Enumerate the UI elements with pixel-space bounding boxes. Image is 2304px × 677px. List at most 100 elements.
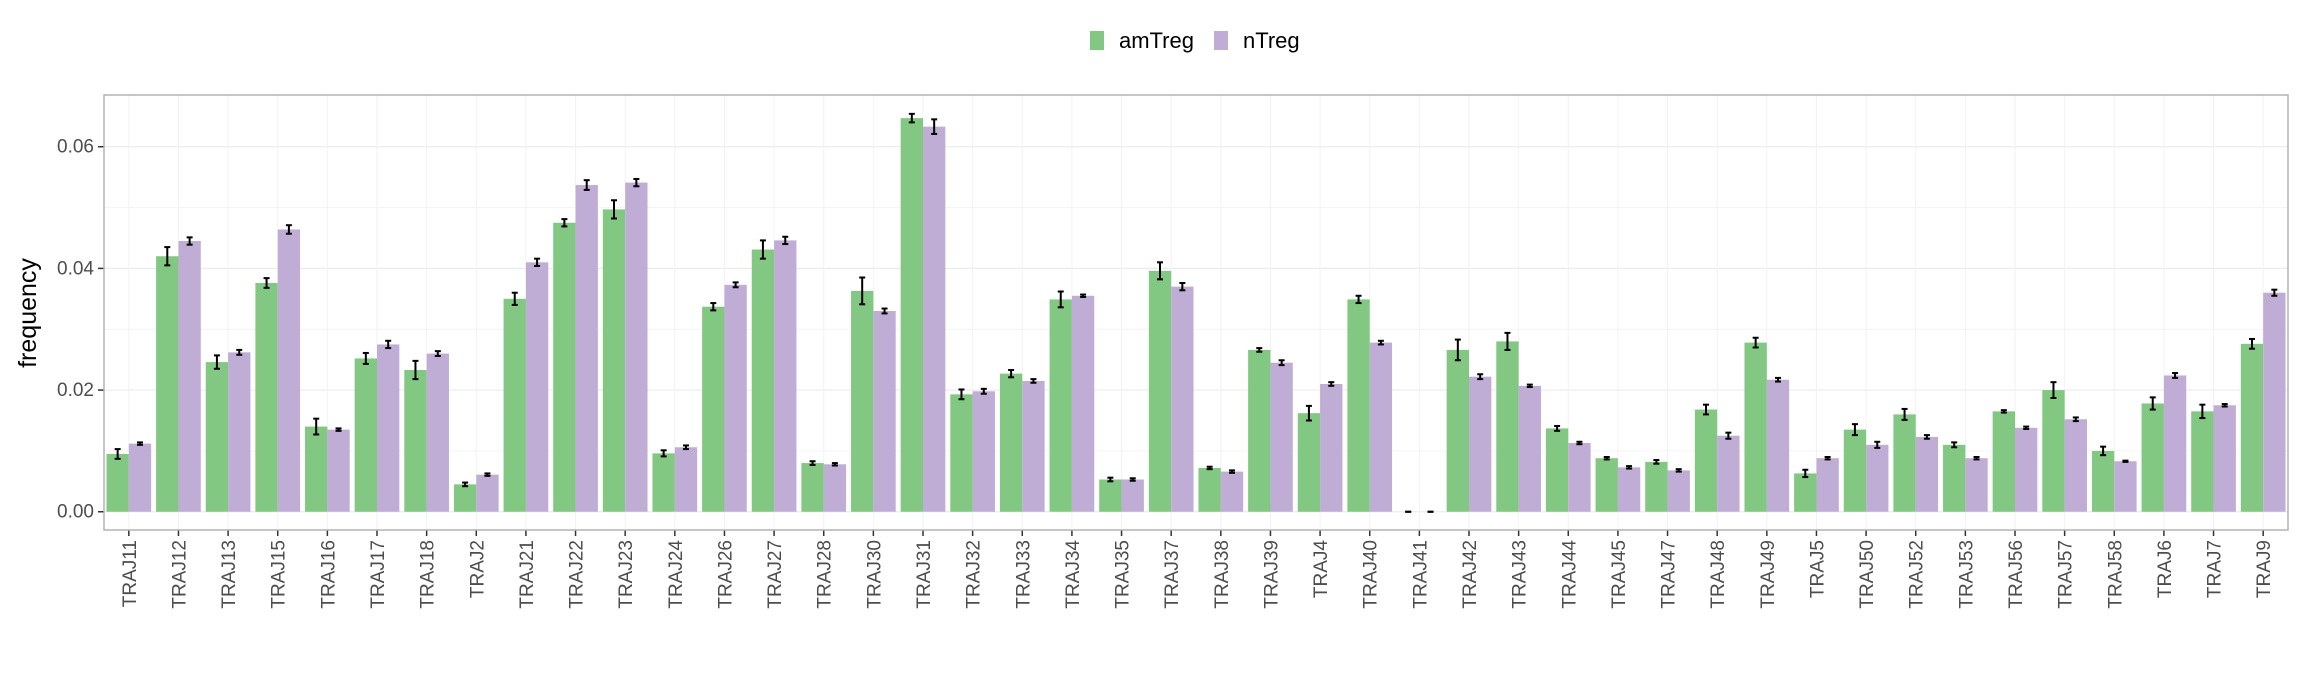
x-tick-label: TRAJ50 xyxy=(1857,540,1878,609)
bar-amTreg-TRAJ16 xyxy=(305,426,328,512)
bar-nTreg-TRAJ48 xyxy=(1717,435,1740,512)
x-tick-label: TRAJ37 xyxy=(1162,540,1183,609)
bar-nTreg-TRAJ21 xyxy=(525,262,549,512)
x-tick-label: TRAJ11 xyxy=(120,540,141,607)
error-bar-nTreg-TRAJ33 xyxy=(1030,378,1037,384)
error-bar-nTreg-TRAJ39 xyxy=(1278,359,1285,367)
error-bar-nTreg-TRAJ49 xyxy=(1774,376,1781,383)
error-bar-amTreg-TRAJ42 xyxy=(1454,338,1461,362)
bar-nTreg-TRAJ9 xyxy=(2263,292,2286,512)
x-tick-label: TRAJ9 xyxy=(2254,540,2275,598)
error-bar-nTreg-TRAJ7 xyxy=(2221,403,2228,408)
error-bar-amTreg-TRAJ58 xyxy=(2100,445,2107,457)
error-bar-nTreg-TRAJ4 xyxy=(1328,381,1335,387)
error-bar-nTreg-TRAJ43 xyxy=(1526,383,1533,389)
error-bar-amTreg-TRAJ40 xyxy=(1355,294,1362,305)
error-bar-nTreg-TRAJ22 xyxy=(583,179,590,191)
x-tick-label: TRAJ33 xyxy=(1013,540,1034,609)
x-tick-label: TRAJ12 xyxy=(169,540,190,609)
error-bar-nTreg-TRAJ37 xyxy=(1179,281,1186,292)
y-tick-label: 0.02 xyxy=(57,380,94,401)
bar-nTreg-TRAJ33 xyxy=(1022,380,1045,512)
error-bar-nTreg-TRAJ50 xyxy=(1874,440,1881,449)
x-tick-label: TRAJ41 xyxy=(1410,540,1431,609)
bar-nTreg-TRAJ23 xyxy=(625,182,648,512)
error-bar-amTreg-TRAJ39 xyxy=(1256,347,1263,353)
bar-nTreg-TRAJ42 xyxy=(1469,376,1492,512)
bar-amTreg-TRAJ45 xyxy=(1595,458,1618,512)
bar-nTreg-TRAJ56 xyxy=(2015,427,2038,512)
error-bar-nTreg-TRAJ40 xyxy=(1377,339,1384,346)
error-bar-nTreg-TRAJ17 xyxy=(385,339,392,350)
y-tick-label: 0.00 xyxy=(57,502,94,523)
bar-amTreg-TRAJ44 xyxy=(1545,428,1569,512)
x-tick-label: TRAJ6 xyxy=(2155,540,2176,598)
bar-amTreg-TRAJ57 xyxy=(2042,390,2065,512)
x-tick-label: TRAJ15 xyxy=(269,540,290,609)
x-tick-label: TRAJ40 xyxy=(1361,540,1382,609)
bar-amTreg-TRAJ56 xyxy=(1992,411,2015,512)
bar-amTreg-TRAJ39 xyxy=(1248,349,1271,512)
bar-amTreg-TRAJ15 xyxy=(255,282,278,512)
error-bar-amTreg-TRAJ38 xyxy=(1206,465,1213,471)
bar-amTreg-TRAJ2 xyxy=(453,484,477,512)
error-bar-nTreg-TRAJ18 xyxy=(434,350,441,357)
y-axis: 0.00 0.02 0.04 0.06 xyxy=(57,137,104,523)
bar-amTreg-TRAJ32 xyxy=(950,394,973,512)
bar-nTreg-TRAJ40 xyxy=(1369,342,1393,512)
bar-nTreg-TRAJ12 xyxy=(178,241,201,512)
bar-amTreg-TRAJ23 xyxy=(602,209,626,512)
x-axis: TRAJ11 TRAJ12 TRAJ13 TRAJ15 TRAJ16 TRAJ17 TRAJ… xyxy=(120,530,2275,609)
error-bar-amTreg-TRAJ6 xyxy=(2149,396,2156,411)
legend-item-nTreg: nTreg xyxy=(1214,28,1300,53)
error-bar-amTreg-TRAJ28 xyxy=(809,460,816,466)
x-tick-label: TRAJ44 xyxy=(1559,540,1580,609)
x-tick-label: TRAJ49 xyxy=(1758,540,1779,609)
error-bar-nTreg-TRAJ45 xyxy=(1626,465,1633,470)
error-bar-nTreg-TRAJ9 xyxy=(2271,288,2278,297)
bar-amTreg-TRAJ9 xyxy=(2240,343,2264,512)
bar-amTreg-TRAJ48 xyxy=(1694,409,1718,512)
bar-amTreg-TRAJ52 xyxy=(1893,414,1916,512)
bar-amTreg-TRAJ58 xyxy=(2091,450,2115,512)
legend-swatch xyxy=(1214,31,1228,50)
error-bar-nTreg-TRAJ13 xyxy=(236,348,243,356)
bar-amTreg-TRAJ34 xyxy=(1049,299,1072,512)
bar-nTreg-TRAJ57 xyxy=(2064,419,2087,512)
bar-nTreg-TRAJ15 xyxy=(277,229,301,512)
bar-amTreg-TRAJ49 xyxy=(1744,342,1767,512)
error-bar-amTreg-TRAJ32 xyxy=(958,388,965,401)
bar-nTreg-TRAJ26 xyxy=(724,284,747,512)
error-bar-nTreg-TRAJ16 xyxy=(335,427,342,432)
bar-nTreg-TRAJ31 xyxy=(923,126,946,512)
bar-nTreg-TRAJ53 xyxy=(1965,458,1988,512)
bar-nTreg-TRAJ35 xyxy=(1121,479,1144,512)
x-tick-label: TRAJ58 xyxy=(2105,540,2126,609)
error-bar-nTreg-TRAJ52 xyxy=(1923,434,1930,440)
bars-group xyxy=(106,118,2286,512)
error-bar-amTreg-TRAJ23 xyxy=(611,199,618,220)
x-tick-label: TRAJ4 xyxy=(1311,540,1332,599)
x-tick-label: TRAJ57 xyxy=(2056,540,2077,609)
error-bar-amTreg-TRAJ43 xyxy=(1504,331,1511,351)
bar-nTreg-TRAJ7 xyxy=(2213,405,2236,512)
x-tick-label: TRAJ16 xyxy=(318,540,339,609)
error-bar-amTreg-TRAJ17 xyxy=(362,351,369,365)
bar-nTreg-TRAJ34 xyxy=(1071,295,1095,512)
x-tick-label: TRAJ21 xyxy=(517,540,538,609)
error-bar-amTreg-TRAJ56 xyxy=(2000,409,2007,414)
bar-amTreg-TRAJ37 xyxy=(1148,270,1172,512)
error-bar-amTreg-TRAJ52 xyxy=(1901,407,1908,421)
error-bar-nTreg-TRAJ23 xyxy=(633,177,640,188)
bar-nTreg-TRAJ52 xyxy=(1915,436,1939,512)
x-tick-label: TRAJ28 xyxy=(815,540,836,609)
bar-amTreg-TRAJ26 xyxy=(702,306,725,512)
error-bar-amTreg-TRAJ49 xyxy=(1752,336,1759,349)
bar-nTreg-TRAJ5 xyxy=(1816,458,1839,512)
bar-nTreg-TRAJ4 xyxy=(1320,383,1343,512)
error-bar-nTreg-TRAJ53 xyxy=(1973,455,1980,461)
error-bar-nTreg-TRAJ15 xyxy=(285,224,292,235)
x-tick-label: TRAJ47 xyxy=(1659,540,1680,609)
bar-amTreg-TRAJ40 xyxy=(1347,299,1370,512)
error-bar-nTreg-TRAJ35 xyxy=(1129,477,1136,482)
